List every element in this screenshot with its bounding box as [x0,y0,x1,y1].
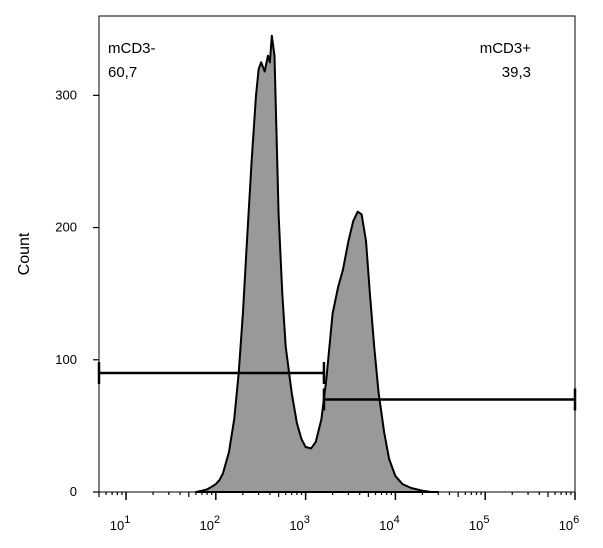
x-tick-label: 105 [469,514,490,533]
y-tick-label: 300 [55,87,77,102]
gate-value-mcd3-neg: 60,7 [108,64,137,81]
y-tick-label: 100 [55,352,77,367]
gate-value-mcd3-pos: 39,3 [502,64,531,81]
x-tick-label: 104 [379,514,400,533]
gate-label-mcd3-neg: mCD3- [108,40,156,57]
y-axis-title: Count [16,232,33,275]
y-tick-label: 0 [70,484,77,499]
gate-markers [97,362,577,411]
gate-label-mcd3-pos: mCD3+ [480,40,532,57]
x-tick-label: 106 [559,514,580,533]
histogram-area [194,34,440,493]
x-tick-label: 103 [289,514,310,533]
x-axis-ticks: 101 102 103 104 105 106 [110,492,580,533]
y-tick-label: 200 [55,220,77,235]
y-axis-ticks: 0 100 200 300 [55,87,99,499]
x-tick-label: 101 [110,514,131,533]
x-tick-label: 102 [200,514,221,533]
